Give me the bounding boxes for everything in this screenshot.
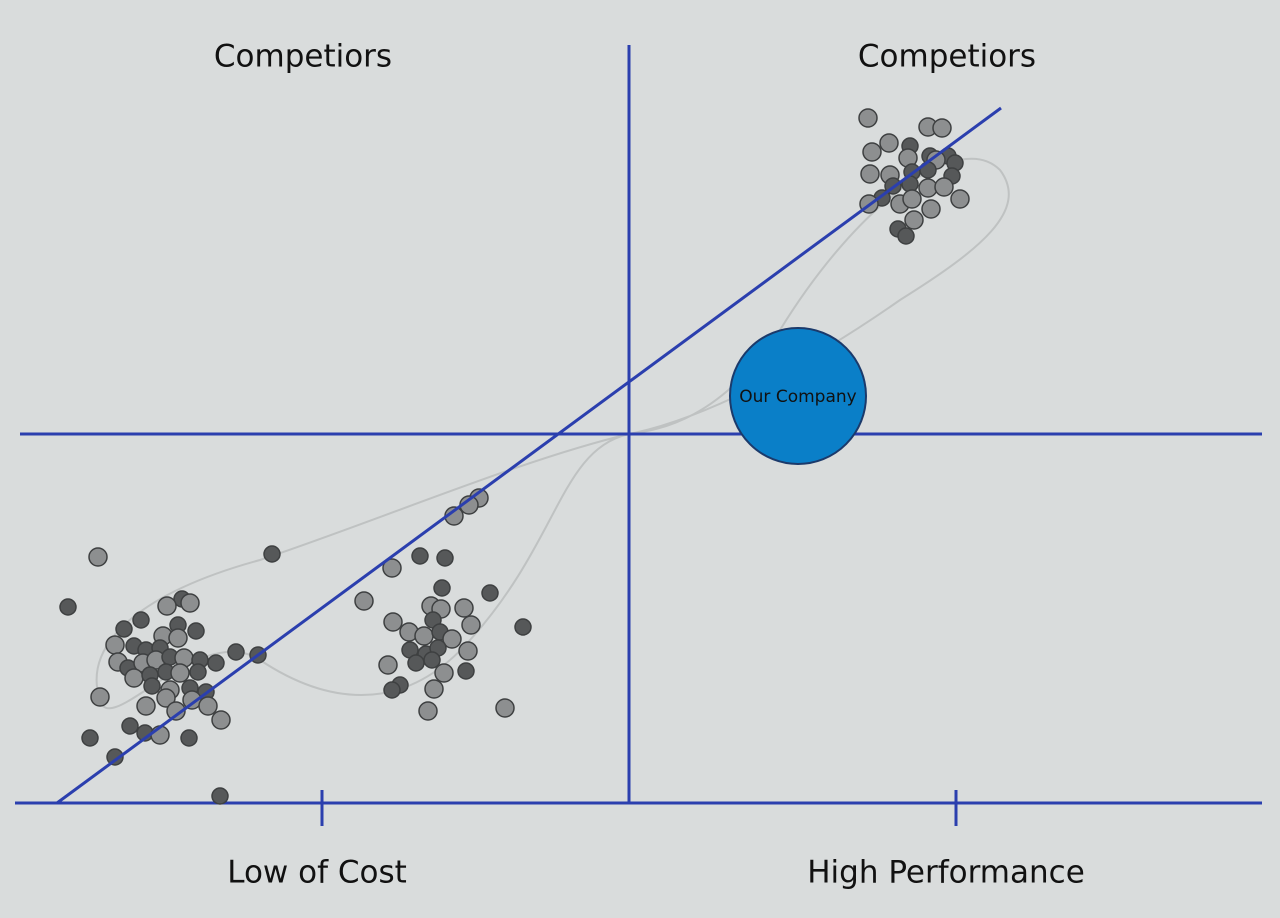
competitor-dot xyxy=(166,701,186,721)
competitor-dot xyxy=(383,612,403,632)
competitor-dot xyxy=(458,641,478,661)
competitor-dot xyxy=(383,681,401,699)
competitor-dot xyxy=(157,596,177,616)
competitor-dot xyxy=(918,178,938,198)
competitor-dot xyxy=(187,622,205,640)
competitor-dot xyxy=(436,549,454,567)
competitor-dot xyxy=(442,629,462,649)
competitor-dot xyxy=(860,164,880,184)
competitor-dot xyxy=(934,177,954,197)
competitor-dot xyxy=(88,547,108,567)
competitor-dot xyxy=(495,698,515,718)
competitor-dot xyxy=(180,593,200,613)
competitor-dot xyxy=(862,142,882,162)
competitor-dot xyxy=(354,591,374,611)
competitor-dot xyxy=(156,688,176,708)
competitor-dot xyxy=(227,643,245,661)
competitor-dot xyxy=(170,663,190,683)
competitor-dot xyxy=(414,626,434,646)
competitor-dot xyxy=(105,635,125,655)
competitor-dot xyxy=(904,210,924,230)
competitor-dot xyxy=(124,668,144,688)
competitor-dot xyxy=(115,620,133,638)
axis-label: Low of Cost xyxy=(227,855,407,891)
competitor-dot xyxy=(81,729,99,747)
competitor-dot xyxy=(132,611,150,629)
competitor-dot xyxy=(90,687,110,707)
competitor-dot xyxy=(454,598,474,618)
competitor-dot xyxy=(143,677,161,695)
competitor-dot xyxy=(189,663,207,681)
competitor-dot xyxy=(211,710,231,730)
competitor-dot xyxy=(514,618,532,636)
competitor-dot xyxy=(106,748,124,766)
competitor-dot xyxy=(382,558,402,578)
competitor-dot xyxy=(481,584,499,602)
competitor-dot xyxy=(902,189,922,209)
competitor-dot xyxy=(424,679,444,699)
our-company-bubble xyxy=(729,327,867,465)
competitor-dot xyxy=(168,628,188,648)
competitor-dot xyxy=(59,598,77,616)
competitor-dot xyxy=(433,579,451,597)
competitor-dot xyxy=(378,655,398,675)
competitor-dot xyxy=(879,133,899,153)
competitor-dot xyxy=(932,118,952,138)
competitor-dot xyxy=(207,654,225,672)
competitor-dot xyxy=(121,717,139,735)
competitor-dot xyxy=(198,696,218,716)
axis-label: High Performance xyxy=(807,855,1085,891)
competitor-dot xyxy=(457,662,475,680)
competitor-dot xyxy=(434,663,454,683)
competitor-dot xyxy=(858,108,878,128)
competitor-dot xyxy=(407,654,425,672)
competitor-dot xyxy=(921,199,941,219)
competitor-dot xyxy=(423,651,441,669)
competitor-dot xyxy=(950,189,970,209)
competitor-dot xyxy=(136,696,156,716)
competitor-dot xyxy=(263,545,281,563)
competitor-dot xyxy=(411,547,429,565)
competitor-dot xyxy=(461,615,481,635)
competitor-dots xyxy=(59,108,970,805)
competitor-dot xyxy=(211,787,229,805)
quadrant-label: Competiors xyxy=(858,39,1036,75)
bubble-label: Our Company xyxy=(739,387,856,407)
diagonal-line xyxy=(56,106,1002,805)
competitor-dot xyxy=(897,227,915,245)
quadrant-label: Competiors xyxy=(214,39,392,75)
competitor-dot xyxy=(180,729,198,747)
competitor-dot xyxy=(418,701,438,721)
